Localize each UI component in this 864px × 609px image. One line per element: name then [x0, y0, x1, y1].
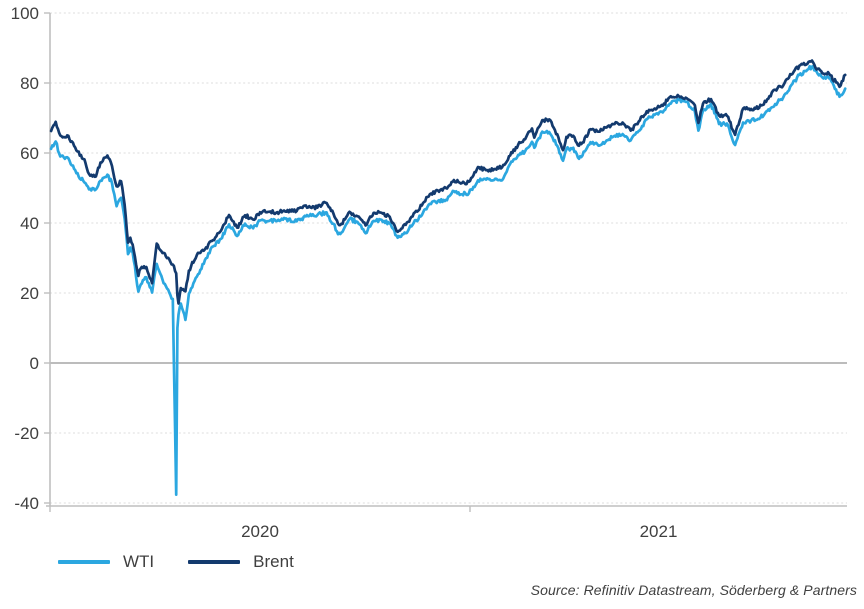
y-axis-label-80: 80 [20, 74, 39, 93]
y-axis-label--40: -40 [14, 494, 39, 513]
x-axis-label-2021: 2021 [640, 522, 678, 541]
x-axis-label-2020: 2020 [241, 522, 279, 541]
legend-item-brent: Brent [188, 552, 294, 572]
legend-item-wti: WTI [58, 552, 154, 572]
legend-label-wti: WTI [123, 552, 155, 571]
source-attribution: Source: Refinitiv Datastream, Söderberg … [530, 582, 857, 598]
chart-legend: WTI Brent [58, 552, 328, 572]
legend-label-brent: Brent [253, 552, 294, 571]
brent-line-swatch [188, 560, 241, 564]
y-axis-label-0: 0 [30, 354, 39, 373]
y-axis-label-100: 100 [11, 4, 39, 23]
y-axis-label--20: -20 [14, 424, 39, 443]
y-axis-label-40: 40 [20, 214, 39, 233]
series-line-brent [49, 59, 847, 305]
y-axis-label-20: 20 [20, 284, 39, 303]
y-axis-label-60: 60 [20, 144, 39, 163]
series-line-wti [49, 64, 847, 496]
wti-line-swatch [58, 560, 110, 564]
